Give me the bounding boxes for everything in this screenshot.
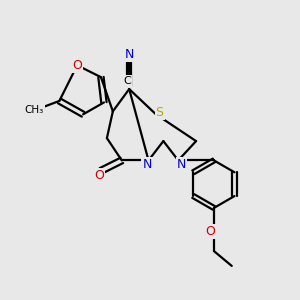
Text: CH₃: CH₃ (25, 105, 44, 115)
Text: N: N (124, 48, 134, 61)
Text: C: C (124, 76, 132, 86)
Text: N: N (176, 158, 186, 171)
Text: N: N (142, 158, 152, 171)
Text: O: O (94, 169, 104, 182)
Text: O: O (72, 59, 82, 72)
Text: O: O (206, 225, 215, 238)
Text: S: S (155, 106, 164, 119)
